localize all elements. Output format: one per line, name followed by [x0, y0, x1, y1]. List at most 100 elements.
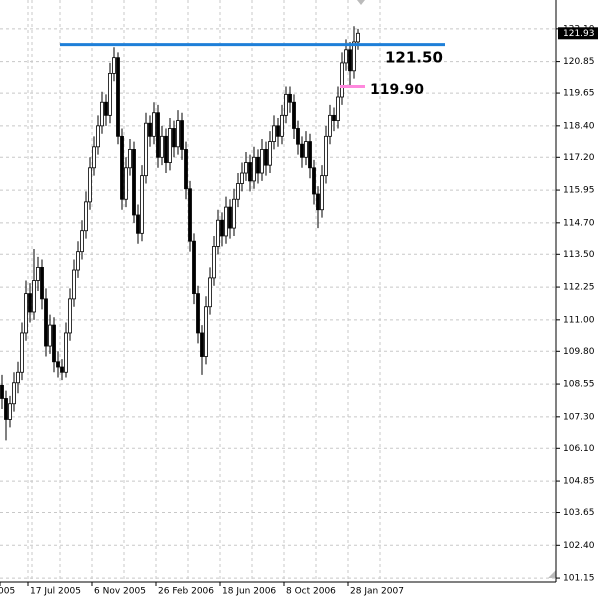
candle-body — [240, 172, 244, 184]
candle-body — [168, 128, 172, 163]
candle-body — [104, 101, 108, 116]
candle-body — [284, 93, 288, 116]
x-tick-label: 005 — [0, 587, 15, 597]
y-tick-label: 109.80 — [563, 347, 595, 357]
y-tick-label: 108.55 — [563, 380, 595, 390]
y-tick-label: 101.15 — [563, 574, 595, 584]
candle-body — [336, 96, 340, 121]
candle-body — [196, 293, 200, 334]
candle-body — [176, 120, 180, 148]
candle-body — [248, 162, 252, 182]
candle-body — [96, 125, 100, 148]
candle-body — [12, 382, 16, 405]
y-tick-label: 102.40 — [563, 541, 595, 551]
candle-body — [232, 198, 236, 229]
candle-body — [268, 141, 272, 166]
candle-body — [212, 246, 216, 279]
candle-body — [220, 219, 224, 237]
candle-body — [160, 135, 164, 158]
candle-body — [172, 128, 176, 148]
candle-body — [236, 183, 240, 200]
candle-body — [56, 361, 60, 368]
candle-body — [112, 57, 116, 74]
candle-body — [152, 112, 156, 137]
candle-body — [36, 267, 40, 281]
candle-body — [216, 219, 220, 247]
candle-body — [204, 306, 208, 357]
corner-marker — [548, 570, 556, 578]
candle-body — [100, 101, 104, 127]
candle-body — [352, 41, 356, 72]
candle-body — [344, 49, 348, 64]
candle-body — [16, 371, 20, 384]
candle-body — [320, 175, 324, 211]
candle-body — [124, 167, 128, 200]
candle-body — [324, 135, 328, 177]
candle-body — [84, 201, 88, 232]
candle-body — [28, 293, 32, 313]
candle-body — [252, 156, 256, 182]
candle-body — [332, 114, 336, 121]
candle-body — [328, 114, 332, 137]
y-tick-label: 114.70 — [563, 218, 595, 228]
candle-body — [304, 141, 308, 158]
y-tick-label: 111.00 — [563, 315, 595, 325]
y-tick-label: 103.65 — [563, 508, 595, 518]
candle-body — [60, 366, 64, 373]
candle-body — [52, 324, 56, 363]
candle-body — [356, 32, 360, 43]
candle-body — [40, 267, 44, 300]
current-price: 121.93 — [563, 29, 595, 39]
shift-marker — [357, 0, 365, 5]
candle-body — [188, 188, 192, 242]
x-tick-label: 28 Jan 2007 — [350, 587, 404, 597]
candle-body — [300, 143, 304, 158]
y-tick-label: 113.50 — [563, 250, 595, 260]
y-tick-label: 117.20 — [563, 153, 595, 163]
candle-body — [296, 128, 300, 145]
candle-body — [348, 49, 352, 72]
candle-body — [120, 135, 124, 200]
candle-body — [180, 120, 184, 150]
x-tick-label: 18 Jun 2006 — [222, 587, 276, 597]
candle-body — [292, 101, 296, 129]
candle-body — [76, 251, 80, 271]
candle-body — [288, 93, 292, 103]
y-tick-label: 120.85 — [563, 57, 595, 67]
candle-body — [92, 146, 96, 169]
candle-body — [132, 149, 136, 216]
candle-body — [20, 332, 24, 373]
candle-body — [64, 332, 68, 373]
candle-body — [128, 149, 132, 169]
candle-body — [0, 384, 4, 399]
candle-body — [276, 125, 280, 137]
candle-body — [72, 269, 76, 300]
x-tick-label: 6 Nov 2005 — [94, 587, 146, 597]
y-tick-label: 119.65 — [563, 89, 595, 99]
candle-body — [256, 156, 260, 174]
candle-body — [116, 57, 120, 137]
candle-body — [340, 62, 344, 98]
y-tick-label: 107.30 — [563, 412, 595, 422]
candle-body — [44, 298, 48, 347]
candle-body — [68, 298, 72, 334]
price-box — [558, 27, 598, 40]
y-tick-label: 104.85 — [563, 477, 595, 487]
candle-body — [148, 122, 152, 137]
candle-body — [140, 175, 144, 234]
candle-body — [192, 240, 196, 295]
candle-body — [108, 73, 112, 116]
candle-body — [224, 206, 228, 237]
candle-body — [32, 280, 36, 313]
level-label: 119.90 — [370, 82, 424, 98]
y-tick-label: 115.95 — [563, 186, 595, 196]
candle-body — [312, 167, 316, 195]
candle-body — [264, 149, 268, 166]
x-tick-label: 26 Feb 2006 — [158, 587, 214, 597]
x-tick-label: 8 Oct 2006 — [286, 587, 336, 597]
candle-body — [260, 149, 264, 174]
candle-body — [8, 403, 12, 420]
candle-body — [184, 149, 188, 190]
candle-body — [272, 125, 276, 142]
